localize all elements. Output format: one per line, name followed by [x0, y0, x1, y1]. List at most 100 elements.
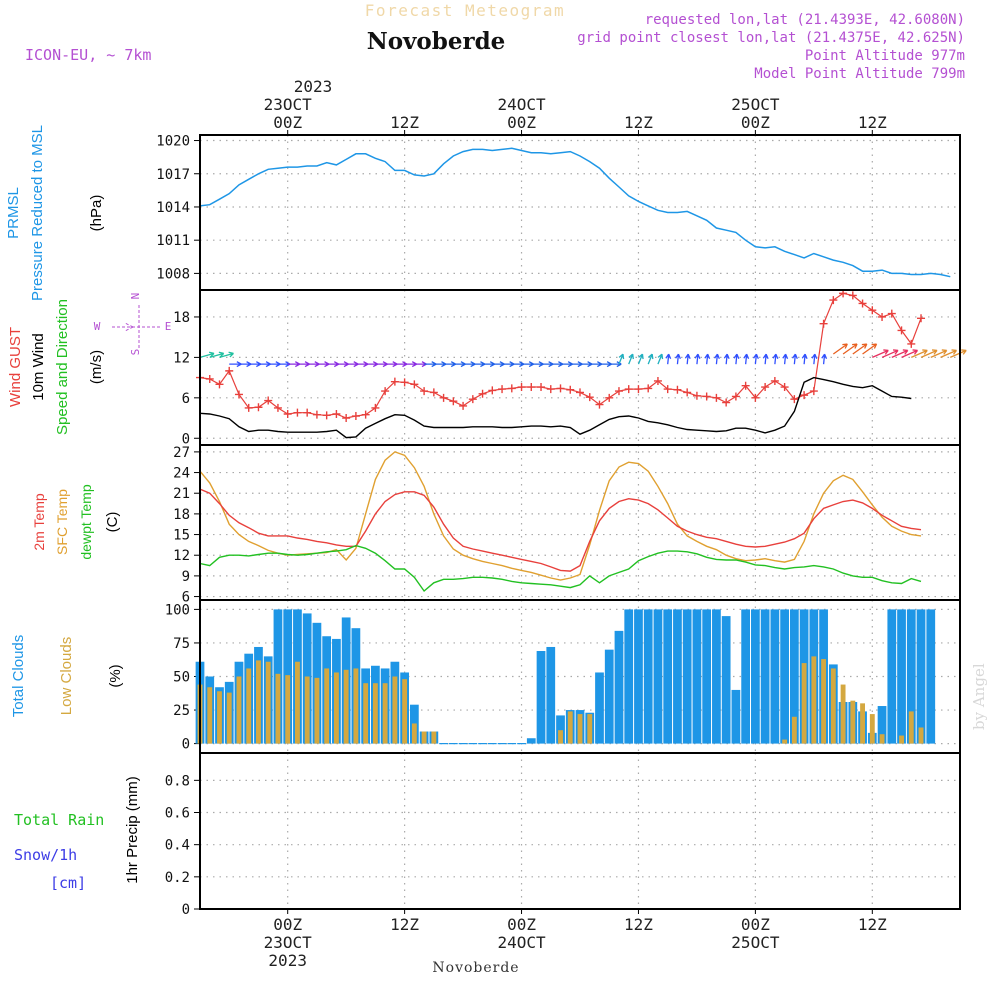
wind-gust-point: [225, 366, 234, 375]
precip-ytick-label: 0: [182, 902, 190, 918]
precip-ytick-label: 0.2: [165, 870, 190, 886]
low-cloud-bar: [304, 676, 310, 744]
wind-gust-point: [605, 393, 614, 402]
wind-arrow: [881, 349, 899, 358]
wind-arrow: [675, 353, 681, 365]
wind-arrow: [940, 349, 958, 358]
wind-gust-point: [381, 387, 390, 396]
wind-gust-point: [780, 383, 789, 392]
low-cloud-bar: [869, 714, 875, 744]
low-cloud-bar: [324, 668, 330, 744]
temperature-ytick-label: 9: [182, 569, 190, 585]
wind-gust-point: [205, 374, 214, 383]
clouds-ytick-label: 0: [182, 737, 190, 753]
wind-gust-point: [614, 387, 623, 396]
low-cloud-bar: [811, 656, 817, 744]
low-cloud-bar: [353, 668, 359, 744]
total-cloud-bar: [458, 743, 468, 745]
temperature-ytick-label: 18: [173, 507, 190, 523]
compass-west: W: [94, 320, 101, 333]
wind-gust-point: [663, 385, 672, 394]
total-cloud-bar: [497, 743, 507, 745]
total-cloud-bar: [887, 609, 897, 744]
wind-series-label: Wind GUST: [7, 327, 24, 407]
low-cloud-bar: [558, 730, 563, 744]
product-title: Forecast Meteogram: [365, 1, 565, 20]
wind-gust-point: [507, 384, 516, 393]
wind-gust-point: [283, 410, 292, 418]
bottom-axis-hour: 12Z: [858, 915, 887, 934]
total-cloud-bar: [643, 609, 653, 744]
low-cloud-bar: [246, 668, 252, 744]
wind-arrow: [862, 343, 878, 355]
total-cloud-bar: [789, 609, 799, 744]
total-cloud-bar: [897, 609, 906, 744]
location-title: Novoberde: [367, 28, 506, 55]
clouds-ytick-label: 75: [173, 636, 190, 652]
low-cloud-bar: [411, 723, 417, 744]
wind-gust-point: [517, 383, 526, 392]
wind-gust-point: [634, 385, 643, 394]
wind-arrow: [657, 353, 664, 365]
wind-arrow: [842, 343, 858, 355]
wind-gust-point: [312, 410, 321, 419]
bottom-axis-hour: 00Z: [273, 915, 302, 934]
low-cloud-bar: [791, 716, 797, 744]
low-cloud-bar: [421, 731, 427, 744]
wind-gust-point: [566, 385, 575, 394]
wind-series-label: Speed and Direction: [54, 299, 71, 435]
wind-gust-point: [400, 378, 409, 387]
wind-arrow: [743, 353, 750, 365]
temperature-series-label: SFC Temp: [54, 489, 70, 555]
wind-gust-line: [199, 292, 922, 419]
total-cloud-bar: [653, 609, 663, 744]
footer-location: Novoberde: [432, 960, 519, 976]
wind-arrow: [199, 351, 215, 359]
wind-gust-point: [254, 403, 263, 412]
wind-gust-point: [712, 393, 721, 402]
wind-gust-point: [449, 397, 458, 406]
wind-gust-point: [644, 384, 653, 393]
wind-arrow: [753, 353, 759, 365]
temperature-ytick-label: 15: [173, 528, 190, 544]
total-cloud-bar: [702, 609, 712, 744]
low-cloud-bar: [899, 735, 904, 744]
low-cloud-bar: [908, 711, 914, 744]
wind-arrow: [930, 349, 948, 358]
wind-gust-point: [673, 385, 682, 394]
low-cloud-bar: [821, 659, 827, 744]
bottom-axis-date: 25OCT: [731, 933, 780, 952]
wind-arrow: [911, 349, 928, 358]
precip-snow-label: Snow/1h: [14, 846, 77, 864]
wind-gust-point: [371, 403, 380, 412]
total-cloud-bar: [692, 609, 702, 744]
total-cloud-bar: [741, 609, 751, 744]
wind-gust-point: [878, 312, 887, 321]
top-year-label: 2023: [294, 77, 333, 96]
top-axis-date: 23OCT: [264, 95, 313, 114]
total-cloud-bar: [926, 609, 936, 744]
low-cloud-bar: [402, 679, 408, 744]
wind-gust-point: [361, 410, 370, 419]
temperature-series-label: dewpt Temp: [78, 484, 94, 559]
total-cloud-bar: [673, 609, 682, 744]
low-cloud-bar: [567, 711, 573, 744]
pressure-ytick-label: 1020: [156, 134, 190, 150]
pressure-series-label: Pressure Reduced to MSL: [29, 125, 46, 301]
wind-arrow: [920, 349, 938, 358]
model-name: ICON-EU, ~ 7km: [25, 46, 151, 64]
precip-panel: 0 0.2 0.4 0.6 0.8: [165, 753, 960, 918]
precip-rain-label: Total Rain: [14, 811, 104, 829]
bottom-axis-date: 23OCT: [264, 933, 313, 952]
wind-gust-point: [868, 306, 877, 315]
wind-arrow: [821, 353, 828, 365]
total-cloud-bar: [682, 609, 692, 744]
low-cloud-bar: [363, 683, 369, 744]
bottom-axis-hour: 00Z: [741, 915, 770, 934]
total-cloud-bar: [614, 630, 624, 744]
low-cloud-bar: [382, 683, 388, 744]
pressure-labels: PRMSL Pressure Reduced to MSL (hPa): [5, 125, 105, 301]
wind-arrow: [628, 353, 634, 365]
compass-lines: [112, 305, 160, 350]
